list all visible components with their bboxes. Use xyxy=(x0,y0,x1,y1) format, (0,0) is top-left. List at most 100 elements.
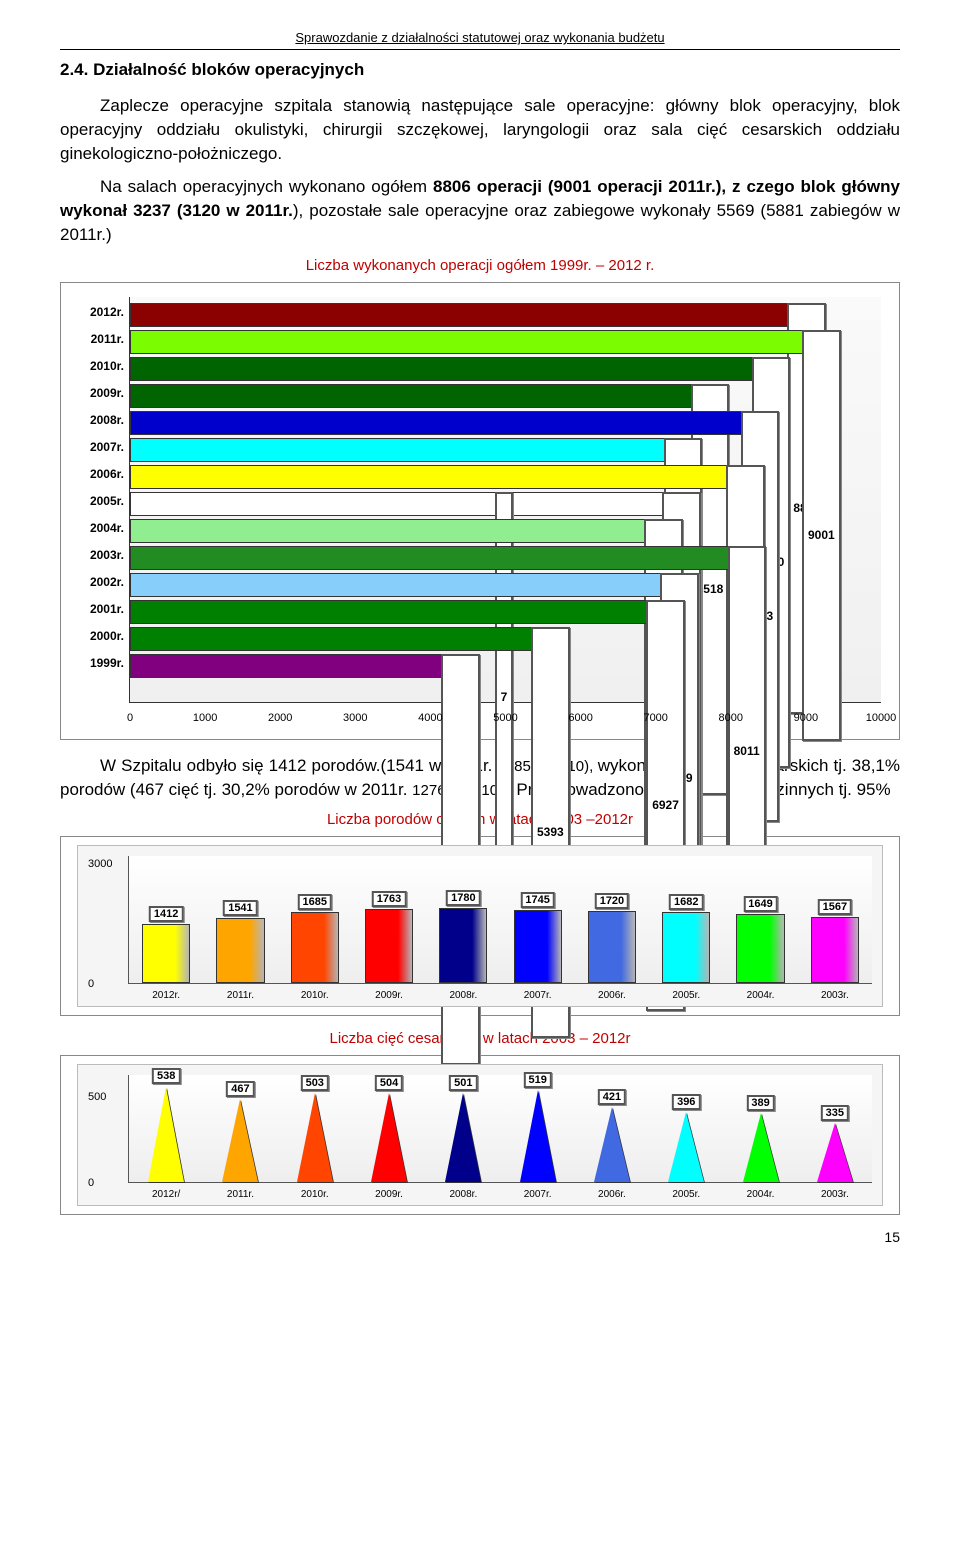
chart1-bar xyxy=(130,357,756,381)
chart1-ylabel: 2010r. xyxy=(69,359,124,373)
chart1-bar xyxy=(130,492,666,516)
chart-cone xyxy=(520,1090,556,1182)
chart-value-label: 503 xyxy=(301,1075,329,1091)
chart-xlabel: 2004r. xyxy=(747,990,775,1001)
chart1-bar xyxy=(130,573,664,597)
chart1-bar xyxy=(130,600,650,624)
chart1-ylabel: 2008r. xyxy=(69,413,124,427)
chart1-ylabel: 2005r. xyxy=(69,494,124,508)
chart-column xyxy=(365,909,413,984)
chart1-ylabel: 2000r. xyxy=(69,629,124,643)
chart1-ylabel: 2009r. xyxy=(69,386,124,400)
chart-value-label: 1649 xyxy=(743,896,777,912)
chart-xlabel: 2007r. xyxy=(524,1189,552,1200)
chart-value-label: 519 xyxy=(523,1072,551,1088)
chart-cone xyxy=(817,1123,853,1182)
chart-value-label: 467 xyxy=(226,1081,254,1097)
chart-xlabel: 2011r. xyxy=(227,1189,254,1200)
chart-cone xyxy=(594,1107,630,1182)
chart1-bar xyxy=(130,384,695,408)
chart-xlabel: 2005r. xyxy=(672,1189,700,1200)
chart2-ylabel: 3000 xyxy=(88,858,112,870)
chart1-xlabel: 7000 xyxy=(643,712,667,724)
chart-value-label: 1541 xyxy=(223,900,257,916)
chart-xlabel: 2010r. xyxy=(301,1189,329,1200)
chart-value-label: 421 xyxy=(598,1089,626,1105)
chart1-title-text: Liczba wykonanych operacji ogółem 1999r.… xyxy=(306,257,655,274)
chart-column xyxy=(736,914,784,984)
chart-column xyxy=(514,910,562,984)
chart-value-label: 1685 xyxy=(298,894,332,910)
page-number: 15 xyxy=(60,1229,900,1245)
chart-cone xyxy=(222,1099,258,1182)
chart1-xlabel: 10000 xyxy=(866,712,897,724)
chart3-plot: 5382012r/4672011r.5032010r.5042009r.5012… xyxy=(128,1075,872,1183)
chart-xlabel: 2003r. xyxy=(821,990,849,1001)
chart1-ylabel: 2007r. xyxy=(69,440,124,454)
chart-column xyxy=(291,912,339,983)
chart1-xlabel: 5000 xyxy=(493,712,517,724)
chart-cone xyxy=(743,1113,779,1182)
chart1-bar xyxy=(130,519,648,543)
chart1-xlabel: 1000 xyxy=(193,712,217,724)
chart1-bar xyxy=(130,303,791,327)
chart-xlabel: 2011r. xyxy=(227,990,254,1001)
chart2-container: 14122012r.15412011r.16852010r.17632009r.… xyxy=(60,836,900,1016)
chart-value-label: 1780 xyxy=(446,890,480,906)
chart-value-label: 538 xyxy=(152,1068,180,1084)
chart1-xlabel: 0 xyxy=(127,712,133,724)
chart1-bar xyxy=(130,546,732,570)
chart2: 14122012r.15412011r.16852010r.17632009r.… xyxy=(77,845,883,1007)
chart-xlabel: 2012r. xyxy=(152,990,180,1001)
chart1-ylabel: 2001r. xyxy=(69,602,124,616)
chart-xlabel: 2003r. xyxy=(821,1189,849,1200)
page-header: Sprawozdanie z działalności statutowej o… xyxy=(60,30,900,45)
chart-value-label: 1763 xyxy=(372,891,406,907)
chart3-ylabel: 500 xyxy=(88,1091,106,1103)
chart-xlabel: 2008r. xyxy=(449,990,477,1001)
chart-xlabel: 2009r. xyxy=(375,990,403,1001)
chart-xlabel: 2012r/ xyxy=(152,1189,180,1200)
chart1-ylabel: 2004r. xyxy=(69,521,124,535)
chart-xlabel: 2006r. xyxy=(598,1189,626,1200)
chart-value-label: 396 xyxy=(672,1094,700,1110)
chart-value-label: 1682 xyxy=(669,894,703,910)
chart-column xyxy=(142,924,190,984)
chart2-title-text: Liczba porodów ogółem w latach 2003 –201… xyxy=(327,811,633,828)
chart1-xlabel: 3000 xyxy=(343,712,367,724)
chart1-xlabel: 2000 xyxy=(268,712,292,724)
chart-xlabel: 2005r. xyxy=(672,990,700,1001)
chart1-ylabel: 2006r. xyxy=(69,467,124,481)
chart1-bar xyxy=(130,627,535,651)
paragraph-1: Zaplecze operacyjne szpitala stanowią na… xyxy=(60,94,900,165)
chart-cone xyxy=(668,1112,704,1182)
chart-column xyxy=(811,917,859,983)
section-title: 2.4. Działalność bloków operacyjnych xyxy=(60,60,900,80)
chart1-bar xyxy=(130,465,730,489)
chart1-plot: 8806900183307518818371617987771396903801… xyxy=(129,297,881,703)
chart-value-label: 1745 xyxy=(520,892,554,908)
chart-value-label: 335 xyxy=(821,1105,849,1121)
chart1-xlabel: 6000 xyxy=(568,712,592,724)
chart3-title: Liczba cięć cesarskich w latach 2003 – 2… xyxy=(60,1030,900,1047)
chart-column xyxy=(588,911,636,984)
chart-xlabel: 2008r. xyxy=(449,1189,477,1200)
chart1-xlabel: 9000 xyxy=(794,712,818,724)
chart-xlabel: 2009r. xyxy=(375,1189,403,1200)
chart-cone xyxy=(445,1093,481,1182)
chart-xlabel: 2006r. xyxy=(598,990,626,1001)
chart2-ylabel-zero: 0 xyxy=(88,978,94,990)
chart-value-label: 501 xyxy=(449,1075,477,1091)
chart1-ylabel: 2002r. xyxy=(69,575,124,589)
chart3-title-text: Liczba cięć cesarskich w latach 2003 – 2… xyxy=(330,1030,631,1047)
chart-value-label: 504 xyxy=(375,1075,403,1091)
chart1-bar xyxy=(130,654,445,678)
chart-cone xyxy=(297,1093,333,1182)
page: Sprawozdanie z działalności statutowej o… xyxy=(0,0,960,1275)
chart-cone xyxy=(371,1093,407,1182)
chart1: 8806900183307518818371617987771396903801… xyxy=(69,291,891,731)
p3a: W Szpitalu odbyło się 1412 porodów.(1541… xyxy=(100,756,497,775)
chart1-bar xyxy=(130,438,668,462)
chart1-xlabel: 4000 xyxy=(418,712,442,724)
chart-xlabel: 2007r. xyxy=(524,990,552,1001)
